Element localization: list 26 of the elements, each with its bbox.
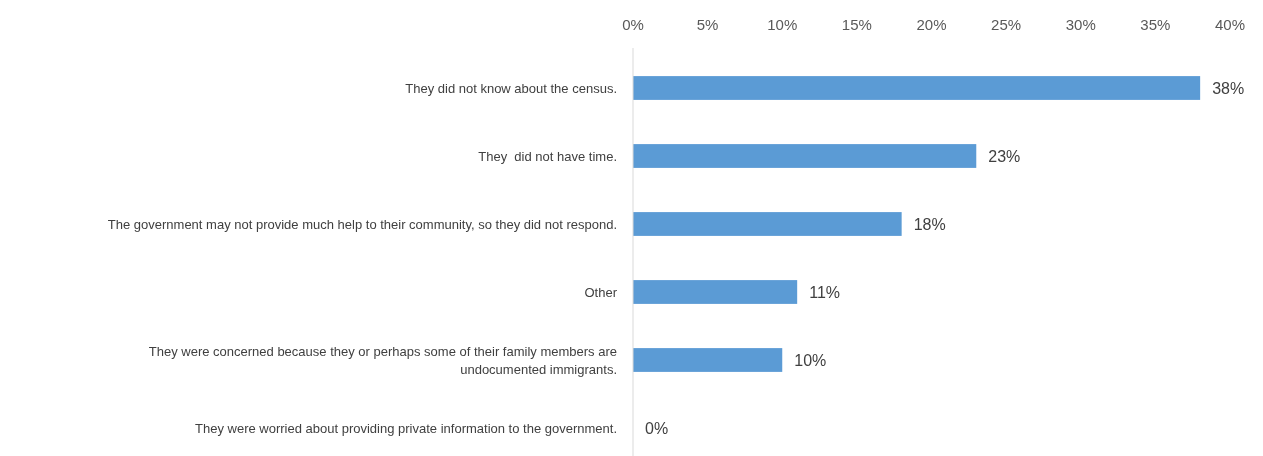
x-tick-label: 35% xyxy=(1140,16,1171,33)
x-tick-label: 5% xyxy=(696,16,719,33)
x-tick-label: 10% xyxy=(767,16,798,33)
x-tick-label: 30% xyxy=(1065,16,1096,33)
bar xyxy=(633,212,902,236)
bar xyxy=(633,280,798,304)
x-tick-label: 0% xyxy=(622,16,644,33)
data-label: 38% xyxy=(1212,80,1245,97)
data-label: 0% xyxy=(645,420,669,437)
bar xyxy=(633,76,1201,100)
data-label: 10% xyxy=(794,352,827,369)
data-label: 11% xyxy=(809,284,841,301)
data-label: 18% xyxy=(913,216,946,233)
y-tick-label: They were concerned because they or perhaps some of their family members are undocumented immigrants. xyxy=(148,344,617,377)
y-tick-label: They did not have time. xyxy=(478,149,617,164)
x-tick-label: 15% xyxy=(841,16,872,33)
bar xyxy=(633,348,783,372)
bar xyxy=(633,144,977,168)
y-tick-label: They did not know about the census. xyxy=(405,81,617,96)
y-tick-label: Other xyxy=(584,285,618,300)
x-tick-label: 25% xyxy=(991,16,1022,33)
data-label: 23% xyxy=(988,148,1021,165)
x-tick-label: 20% xyxy=(916,16,947,33)
x-tick-label: 40% xyxy=(1214,16,1246,33)
y-tick-label: They were worried about providing private information to the government. xyxy=(195,421,617,436)
y-tick-label: The government may not provide much help to their community, so they did not respond. xyxy=(107,217,617,232)
